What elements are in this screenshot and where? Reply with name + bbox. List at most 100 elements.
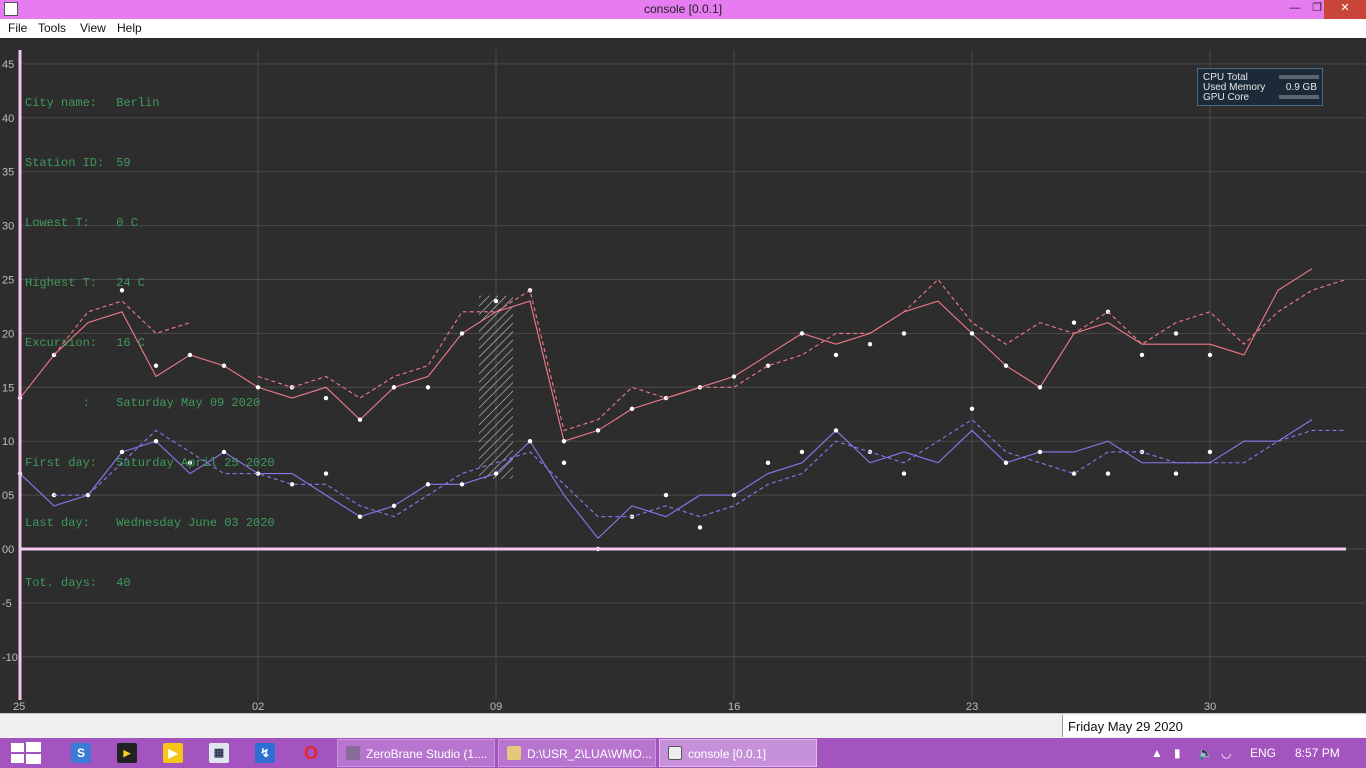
data-point-high bbox=[561, 439, 567, 444]
selected-day-highlight bbox=[479, 295, 513, 479]
data-point-high bbox=[357, 417, 363, 422]
y-tick-label: 20 bbox=[2, 328, 14, 340]
opera-browser-icon[interactable]: O bbox=[301, 743, 321, 763]
data-point-high bbox=[1139, 352, 1145, 358]
menu-help[interactable]: Help bbox=[117, 21, 142, 35]
data-point-low bbox=[323, 471, 329, 476]
gpu-bar bbox=[1279, 95, 1319, 99]
data-point-high bbox=[901, 331, 907, 336]
data-point-high bbox=[595, 428, 601, 433]
tray-volume-icon[interactable]: 🔈 bbox=[1198, 746, 1213, 760]
gpu-row: GPU Core bbox=[1203, 92, 1321, 103]
data-point-high bbox=[221, 363, 227, 368]
console-icon bbox=[668, 746, 682, 760]
info-selected-day: : Saturday May 09 2020 bbox=[25, 396, 261, 410]
app-icon bbox=[4, 2, 18, 16]
data-point-high bbox=[153, 363, 159, 368]
data-point-low bbox=[697, 525, 703, 530]
data-point-low bbox=[187, 460, 193, 465]
data-point-high bbox=[731, 374, 737, 379]
data-point-high bbox=[323, 395, 329, 401]
data-point-high bbox=[867, 341, 873, 347]
menu-file[interactable]: File bbox=[8, 21, 28, 35]
data-point-low bbox=[731, 492, 737, 498]
y-tick-label: 00 bbox=[2, 544, 14, 556]
tray-power-icon[interactable]: ▮ bbox=[1174, 746, 1181, 760]
cpu-row: CPU Total bbox=[1203, 72, 1321, 83]
task-console[interactable]: console [0.0.1] bbox=[659, 739, 817, 767]
y-tick-label: 15 bbox=[2, 382, 14, 394]
data-point-low bbox=[799, 449, 805, 455]
x-tick-label: 02 bbox=[252, 701, 264, 713]
close-button[interactable]: ✕ bbox=[1324, 0, 1366, 19]
tray-language[interactable]: ENG bbox=[1250, 746, 1277, 760]
dev-tool-icon[interactable]: ↯ bbox=[255, 743, 275, 763]
y-tick-label: 45 bbox=[2, 59, 14, 71]
data-point-low bbox=[255, 471, 261, 476]
skype-icon[interactable]: S bbox=[71, 743, 91, 763]
station-info-panel: City name: Berlin Station ID: 59 Lowest … bbox=[25, 53, 275, 613]
taskbar: S ▶ ▶ ▦ ↯ O ZeroBrane Studio (1.... D:\U… bbox=[0, 738, 1366, 768]
data-point-high bbox=[255, 385, 261, 390]
data-point-high bbox=[1173, 331, 1179, 336]
date-status-box: Friday May 29 2020 bbox=[1062, 715, 1366, 737]
chart-canvas: 45 40 35 30 25 20 15 10 05 00 -5 -10 25 02 09 16 23 30 bbox=[0, 38, 1366, 713]
media-player-icon[interactable]: ▶ bbox=[163, 743, 183, 763]
x-tick-label: 23 bbox=[966, 701, 978, 713]
info-highest-t: Highest T: 24 C bbox=[25, 276, 146, 290]
data-point-low bbox=[663, 492, 669, 498]
menu-tools[interactable]: Tools bbox=[38, 21, 67, 35]
system-monitor-gadget[interactable]: CPU Total Used Memory 0.9 GB GPU Core bbox=[1197, 68, 1323, 106]
x-tick-label: 16 bbox=[728, 701, 740, 713]
data-point-high bbox=[391, 385, 397, 390]
restore-button[interactable]: ❐ bbox=[1312, 2, 1322, 14]
series-line-high_dashed bbox=[53, 278, 1347, 432]
data-point-low bbox=[1037, 449, 1043, 455]
x-tick-label: 09 bbox=[490, 701, 502, 713]
tray-overflow-icon[interactable]: ▲ bbox=[1151, 746, 1163, 760]
data-point-high bbox=[1071, 320, 1077, 325]
y-tick-label: 10 bbox=[2, 436, 14, 448]
series-line-low_dashed bbox=[54, 418, 1346, 518]
data-point-low bbox=[153, 439, 159, 444]
y-tick-label: 40 bbox=[2, 113, 14, 125]
y-tick-label: 30 bbox=[2, 221, 14, 233]
data-point-low bbox=[901, 471, 907, 476]
y-tick-label: -10 bbox=[2, 652, 18, 664]
info-city: City name: Berlin bbox=[25, 96, 160, 110]
temperature-chart: 45 40 35 30 25 20 15 10 05 00 -5 -10 25 02 09 16 23 30 bbox=[2, 50, 1366, 713]
data-point-high bbox=[969, 331, 975, 336]
y-tick-label: 35 bbox=[2, 167, 14, 179]
windows-start-icon[interactable] bbox=[10, 741, 42, 765]
tray-clock[interactable]: 8:57 PM bbox=[1295, 746, 1340, 760]
data-point-low bbox=[119, 449, 125, 455]
minimize-button[interactable]: — bbox=[1289, 2, 1301, 14]
zerobrane-icon bbox=[346, 746, 360, 760]
menu-view[interactable]: View bbox=[80, 21, 106, 35]
data-point-high bbox=[1037, 385, 1043, 390]
data-point-low bbox=[1105, 471, 1111, 476]
info-excursion: Excursion: 16 C bbox=[25, 336, 146, 350]
data-point-high bbox=[119, 288, 125, 293]
series-line-low bbox=[19, 419, 1313, 540]
tray-network-icon[interactable]: ◡ bbox=[1221, 746, 1232, 760]
x-tick-label: 25 bbox=[13, 701, 25, 713]
data-point-high bbox=[1207, 352, 1213, 358]
data-point-low bbox=[1207, 449, 1213, 455]
folder-icon bbox=[507, 746, 521, 760]
y-tick-label: 05 bbox=[2, 490, 14, 502]
menu-bar: File Tools View Help bbox=[0, 19, 1366, 39]
info-first-day: First day: Saturday April 25 2020 bbox=[25, 456, 275, 470]
task-file-explorer[interactable]: D:\USR_2\LUA\WMO... bbox=[498, 739, 656, 767]
data-point-high bbox=[459, 331, 465, 336]
data-point-low bbox=[833, 428, 839, 433]
title-bar: console [0.0.1] — ❐ ✕ bbox=[0, 0, 1366, 19]
info-lowest-t: Lowest T: 0 C bbox=[25, 216, 138, 230]
data-point-high bbox=[493, 298, 499, 304]
task-zerobrane[interactable]: ZeroBrane Studio (1.... bbox=[337, 739, 495, 767]
calculator-icon[interactable]: ▦ bbox=[209, 743, 229, 763]
data-point-low bbox=[289, 482, 295, 487]
terminal-app-icon[interactable]: ▶ bbox=[117, 743, 137, 763]
data-point-low bbox=[425, 482, 431, 487]
data-point-low bbox=[1003, 460, 1009, 465]
